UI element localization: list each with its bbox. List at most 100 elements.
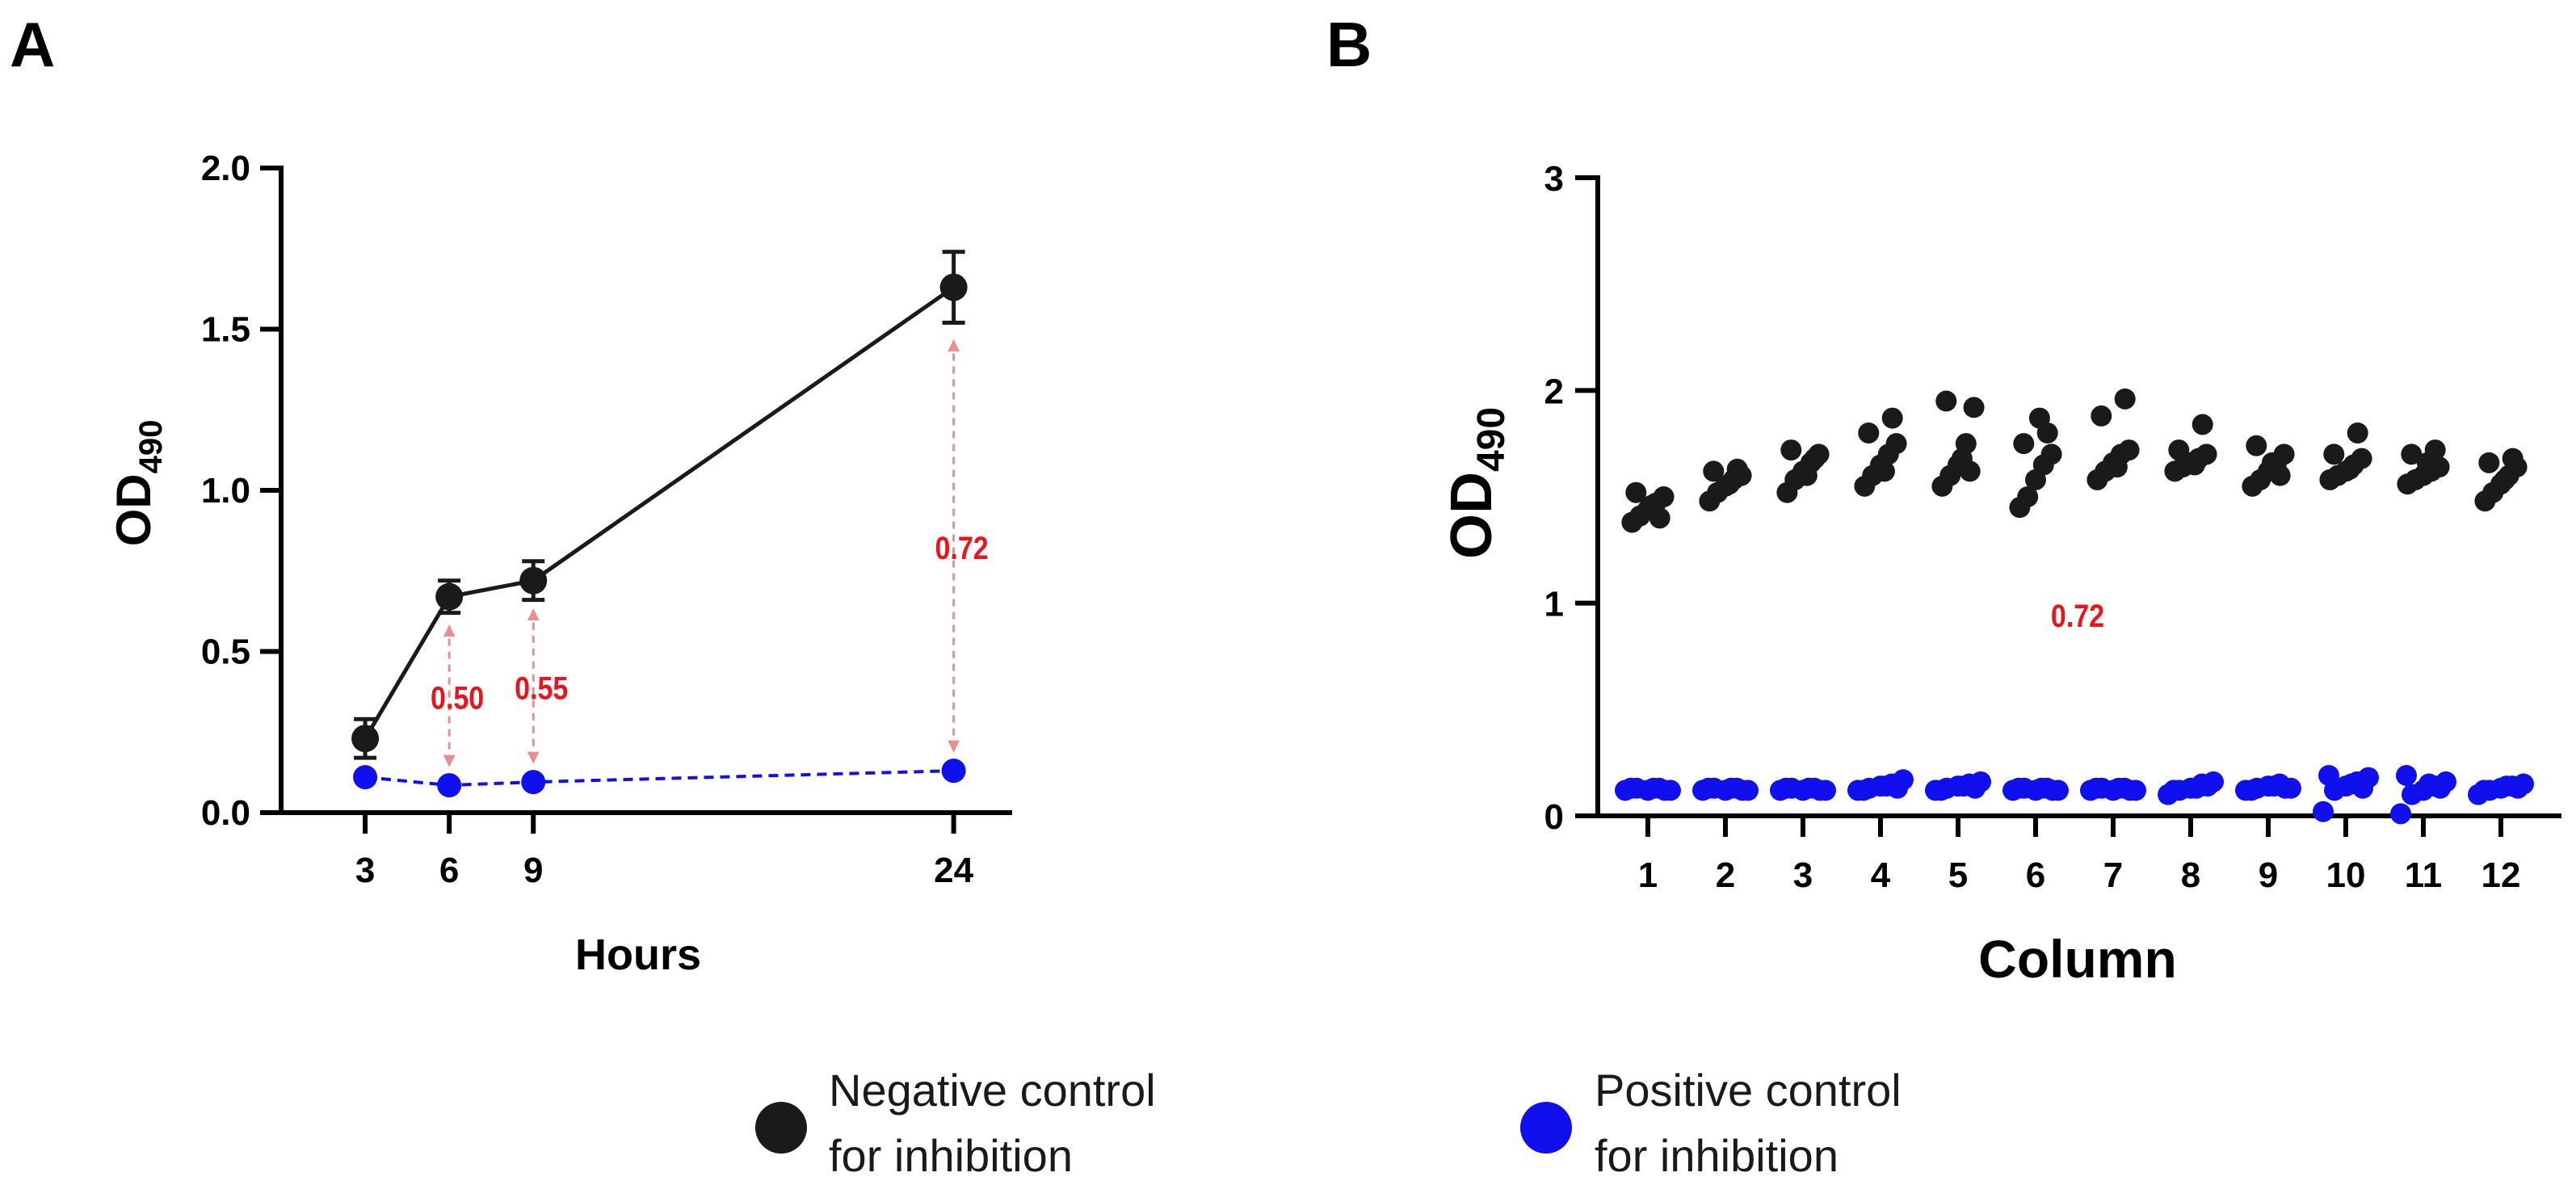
chart-b-point-positive (2496, 775, 2517, 797)
chart-a-point-positive (353, 765, 378, 790)
chart-b-point-negative (2323, 443, 2345, 465)
legend-item-positive: Positive control for inhibition (1520, 1065, 1902, 1181)
chart-b-point-negative (2183, 454, 2205, 476)
chart-b-point-negative (1935, 390, 1957, 412)
chart-b-point-positive (2396, 764, 2417, 786)
chart-b-point-positive (1620, 777, 1641, 799)
chart-a-y-tick-label: 2.0 (201, 149, 250, 188)
chart-b-point-negative (2339, 458, 2360, 480)
chart-b-point-positive (2318, 764, 2339, 786)
chart-a-point-negative (435, 582, 464, 611)
chart-b-point-positive (1798, 777, 1819, 799)
chart-b-point-positive (2241, 780, 2262, 801)
chart-b-point-negative (1625, 481, 1647, 503)
chart-b-point-positive (1931, 780, 1952, 801)
chart-a-annotation-label: 0.50 (431, 679, 484, 716)
panel-letter-b: B (1326, 9, 1372, 80)
chart-b-point-positive (1721, 777, 1742, 799)
chart-a-series-positive-line (364, 769, 954, 788)
chart-a-point-positive (437, 773, 462, 798)
chart-b-point-negative (1718, 473, 1740, 495)
chart-b-point-positive (1953, 775, 1974, 797)
chart-b-point-positive (1643, 777, 1664, 799)
chart-b-point-negative (1951, 448, 1973, 469)
chart-b-point-positive (2313, 801, 2334, 822)
chart-a-y-axis-title: OD490 (107, 420, 169, 547)
chart-a-marks: 0.50 0.55 0.72 (351, 250, 989, 798)
chart-b-x-tick-label: 5 (1948, 855, 1968, 895)
chart-b-x-tick-label: 11 (2405, 855, 2443, 895)
chart-b-point-negative (1804, 448, 1826, 469)
chart-a-axes: 0.0 0.5 1.0 1.5 2.0 3 6 9 24 (201, 149, 1012, 890)
chart-a-y-axis-title-subscript: 490 (133, 420, 169, 474)
chart-b-y-axis-title: OD490 (1439, 407, 1513, 559)
chart-b-point-negative (2091, 405, 2112, 427)
chart-b-point-positive (2390, 803, 2411, 825)
chart-a-x-tick-label: 24 (934, 851, 973, 890)
legend-marker-negative (755, 1102, 807, 1154)
chart-b-point-positive (2473, 780, 2494, 801)
chart-a-y-tick-label: 1.0 (201, 471, 250, 511)
chart-a-y-tick-label: 0.0 (201, 793, 250, 833)
chart-panel-a: 0.00.51.01.52.03 6 9 24 0.50 0.550.72 Hours … (107, 149, 1012, 979)
chart-a-point-positive (521, 770, 546, 795)
chart-b-point-negative (1963, 397, 1985, 418)
chart-b-y-tick-label: 0 (1544, 797, 1564, 837)
chart-b-point-positive (2341, 773, 2362, 795)
chart-b-point-negative (2246, 435, 2267, 456)
chart-b-y-axis-title-subscript: 490 (1470, 407, 1513, 472)
chart-b-point-positive (2108, 777, 2129, 799)
chart-b-point-positive (1876, 775, 1897, 797)
chart-a-annotation-label: 0.55 (515, 670, 568, 706)
chart-b-point-positive (2163, 780, 2184, 801)
chart-b-x-tick-label: 3 (1793, 855, 1813, 895)
chart-b-x-tick-label: 7 (2103, 855, 2123, 895)
chart-b-point-negative (1641, 494, 1662, 516)
chart-b-point-negative (2017, 486, 2039, 507)
chart-b-point-positive (2186, 777, 2207, 799)
panel-letter-a: A (10, 9, 55, 80)
chart-b-y-axis-title-main: OD (1439, 472, 1504, 559)
chart-b-point-negative (1780, 439, 1802, 461)
chart-b-point-negative (1703, 460, 1725, 482)
chart-b-point-negative (2106, 456, 2128, 478)
chart-b-point-positive (1698, 777, 1719, 799)
chart-b-point-negative (2401, 443, 2423, 465)
chart-a-x-tick-label: 6 (439, 851, 459, 890)
chart-b-x-tick-label: 9 (2259, 855, 2278, 895)
chart-a-x-axis-title: Hours (575, 931, 701, 979)
chart-b-point-positive (1775, 777, 1796, 799)
chart-b-x-tick-label: 1 (1638, 855, 1658, 895)
legend-label-negative-line1: Negative control (829, 1065, 1156, 1116)
chart-b-point-negative (1796, 464, 1817, 486)
chart-b-x-tick-label: 8 (2181, 855, 2200, 895)
chart-a-point-negative (939, 273, 968, 301)
chart-b-x-tick-label: 4 (1871, 855, 1891, 895)
chart-b-y-tick-label: 1 (1544, 585, 1564, 624)
chart-b-point-negative (2168, 439, 2190, 461)
chart-a-annotation-label: 0.72 (935, 529, 989, 565)
chart-b-point-negative (2494, 469, 2515, 490)
chart-b-point-negative (2416, 452, 2438, 473)
chart-a-x-tick-label: 9 (523, 851, 543, 890)
chart-b-x-tick-label: 6 (2026, 855, 2045, 895)
legend-label-positive-line1: Positive control (1595, 1065, 1902, 1116)
chart-b-x-tick-label: 10 (2326, 855, 2366, 895)
chart-b-y-tick-label: 3 (1544, 159, 1564, 199)
legend: Negative control for inhibition Positive… (755, 1065, 1902, 1181)
chart-a-y-tick-label: 1.5 (201, 310, 250, 350)
chart-a-point-negative (519, 566, 548, 595)
chart-a-x-tick-label: 3 (355, 851, 375, 890)
chart-b-point-negative (2502, 448, 2523, 469)
chart-b-point-positive (1853, 780, 1874, 801)
chart-b-point-positive (2031, 777, 2052, 799)
chart-b-point-negative (2347, 422, 2368, 443)
chart-b-point-negative (2478, 452, 2500, 473)
chart-a-series-negative-line (363, 285, 956, 740)
legend-marker-positive (1520, 1102, 1572, 1154)
chart-b-point-positive (2418, 773, 2439, 795)
chart-a-point-negative (351, 725, 380, 753)
legend-item-negative: Negative control for inhibition (755, 1065, 1156, 1181)
chart-b-point-positive (2008, 777, 2029, 799)
